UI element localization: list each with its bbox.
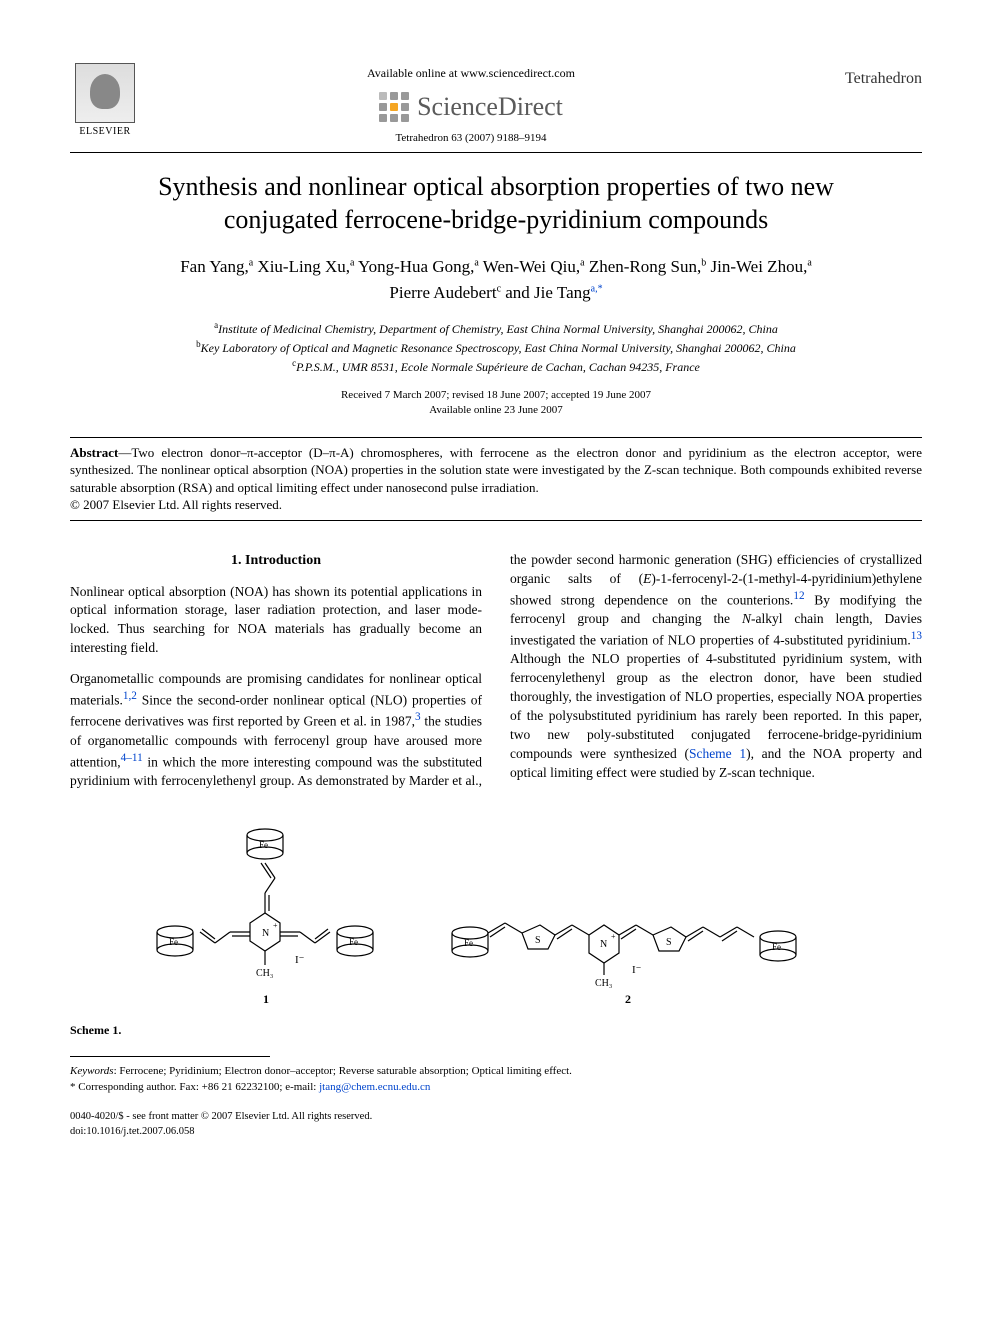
affiliations-block: aInstitute of Medicinal Chemistry, Depar… — [70, 319, 922, 376]
keywords-text: : Ferrocene; Pyridinium; Electron donor–… — [114, 1065, 572, 1077]
author-affil-sup: a — [249, 257, 253, 268]
citation-ref[interactable]: 3 — [415, 711, 421, 723]
svg-text:CH₃: CH₃ — [256, 968, 273, 979]
author-affil-sup: b — [701, 257, 706, 268]
svg-text:Fe: Fe — [259, 840, 268, 850]
author-affil-sup: a, — [591, 283, 598, 294]
citation-ref[interactable]: 12 — [793, 590, 804, 602]
sciencedirect-logo: ScienceDirect — [379, 92, 563, 122]
affiliation-text: Institute of Medicinal Chemistry, Depart… — [218, 322, 778, 336]
author-name: Yong-Hua Gong, — [358, 257, 474, 276]
body-paragraph: Nonlinear optical absorption (NOA) has s… — [70, 583, 482, 659]
author-affil-sup: c — [497, 283, 501, 294]
available-online-text: Available online at www.sciencedirect.co… — [140, 66, 802, 81]
corresponding-star-icon: * — [598, 283, 603, 294]
header-rule — [70, 152, 922, 153]
citation-ref[interactable]: 4–11 — [121, 752, 143, 764]
svg-text:I⁻: I⁻ — [295, 954, 305, 966]
svg-text:Fe: Fe — [772, 942, 781, 952]
keywords-label: Keywords — [70, 1065, 114, 1077]
section-heading: 1. Introduction — [70, 551, 482, 571]
author-affil-sup: a — [807, 257, 811, 268]
author-name: Xiu-Ling Xu, — [257, 257, 350, 276]
author-name: Fan Yang, — [180, 257, 249, 276]
svg-text:N: N — [262, 928, 269, 939]
scheme-figure: N + CH₃ I⁻ Fe Fe — [70, 813, 922, 1013]
received-date: Received 7 March 2007; revised 18 June 2… — [70, 388, 922, 403]
citation-ref[interactable]: 1,2 — [123, 690, 137, 702]
corresponding-author-line: * Corresponding author. Fax: +86 21 6223… — [70, 1079, 922, 1096]
scheme-link[interactable]: Scheme 1 — [689, 746, 746, 761]
authors-block: Fan Yang,a Xiu-Ling Xu,a Yong-Hua Gong,a… — [70, 254, 922, 305]
corr-email-link[interactable]: jtang@chem.ecnu.edu.cn — [319, 1081, 430, 1093]
affiliation-line: aInstitute of Medicinal Chemistry, Depar… — [70, 319, 922, 338]
author-affil-sup: a — [580, 257, 584, 268]
journal-name: Tetrahedron — [802, 60, 922, 88]
svg-text:S: S — [666, 937, 672, 948]
author-name: Pierre Audebert — [389, 283, 496, 302]
page-header: ELSEVIER Available online at www.science… — [70, 60, 922, 144]
svg-text:+: + — [273, 921, 278, 930]
abstract-copyright: © 2007 Elsevier Ltd. All rights reserved… — [70, 497, 282, 512]
sciencedirect-marks-icon — [379, 92, 409, 122]
doi-line: doi:10.1016/j.tet.2007.06.058 — [70, 1125, 922, 1140]
svg-text:Fe: Fe — [464, 938, 473, 948]
keywords-line: Keywords: Ferrocene; Pyridinium; Electro… — [70, 1063, 922, 1080]
svg-text:N: N — [600, 939, 607, 950]
article-title: Synthesis and nonlinear optical absorpti… — [100, 171, 892, 236]
author-and: and Jie Tang — [505, 283, 590, 302]
author-name: Jin-Wei Zhou, — [710, 257, 807, 276]
svg-text:Fe: Fe — [169, 937, 178, 947]
article-body: 1. Introduction Nonlinear optical absorp… — [70, 551, 922, 793]
author-affil-sup: a — [474, 257, 478, 268]
abstract-bottom-rule — [70, 520, 922, 521]
svg-text:S: S — [535, 935, 541, 946]
author-affil-sup: a — [350, 257, 354, 268]
scheme-svg: N + CH₃ I⁻ Fe Fe — [70, 813, 922, 1013]
svg-text:+: + — [611, 932, 616, 941]
abstract-top-rule — [70, 437, 922, 438]
svg-text:CH₃: CH₃ — [595, 978, 612, 989]
article-dates: Received 7 March 2007; revised 18 June 2… — [70, 388, 922, 419]
front-matter-line: 0040-4020/$ - see front matter © 2007 El… — [70, 1110, 922, 1125]
elsevier-logo: ELSEVIER — [70, 60, 140, 140]
journal-reference: Tetrahedron 63 (2007) 9188–9194 — [140, 132, 802, 144]
author-name: Wen-Wei Qiu, — [483, 257, 580, 276]
affiliation-text: Key Laboratory of Optical and Magnetic R… — [201, 341, 796, 355]
publication-info: 0040-4020/$ - see front matter © 2007 El… — [70, 1110, 922, 1139]
footnote-rule — [70, 1056, 270, 1057]
footnotes-block: Keywords: Ferrocene; Pyridinium; Electro… — [70, 1063, 922, 1096]
online-date: Available online 23 June 2007 — [70, 403, 922, 418]
svg-text:2: 2 — [625, 992, 631, 1006]
abstract-text: —Two electron donor–π-acceptor (D–π-A) c… — [70, 445, 922, 495]
affiliation-text: P.P.S.M., UMR 8531, Ecole Normale Supéri… — [296, 360, 700, 374]
center-header: Available online at www.sciencedirect.co… — [140, 60, 802, 144]
citation-ref[interactable]: 13 — [911, 630, 922, 642]
affiliation-line: cP.P.S.M., UMR 8531, Ecole Normale Supér… — [70, 357, 922, 376]
affiliation-line: bKey Laboratory of Optical and Magnetic … — [70, 338, 922, 357]
elsevier-tree-icon — [75, 63, 135, 123]
svg-text:1: 1 — [263, 992, 269, 1006]
author-name: Zhen-Rong Sun, — [589, 257, 701, 276]
abstract-label: Abstract — [70, 445, 118, 460]
body-text: Although the NLO properties of 4-substit… — [510, 651, 922, 760]
abstract-block: Abstract—Two electron donor–π-acceptor (… — [70, 444, 922, 514]
sciencedirect-text: ScienceDirect — [417, 92, 563, 122]
body-italic: N — [742, 611, 751, 626]
corresponding-author-link[interactable]: a,* — [591, 283, 603, 302]
elsevier-label: ELSEVIER — [79, 126, 130, 137]
corr-label: * Corresponding author. Fax: +86 21 6223… — [70, 1081, 319, 1093]
svg-text:I⁻: I⁻ — [632, 964, 642, 976]
scheme-caption: Scheme 1. — [70, 1023, 922, 1038]
svg-text:Fe: Fe — [349, 937, 358, 947]
